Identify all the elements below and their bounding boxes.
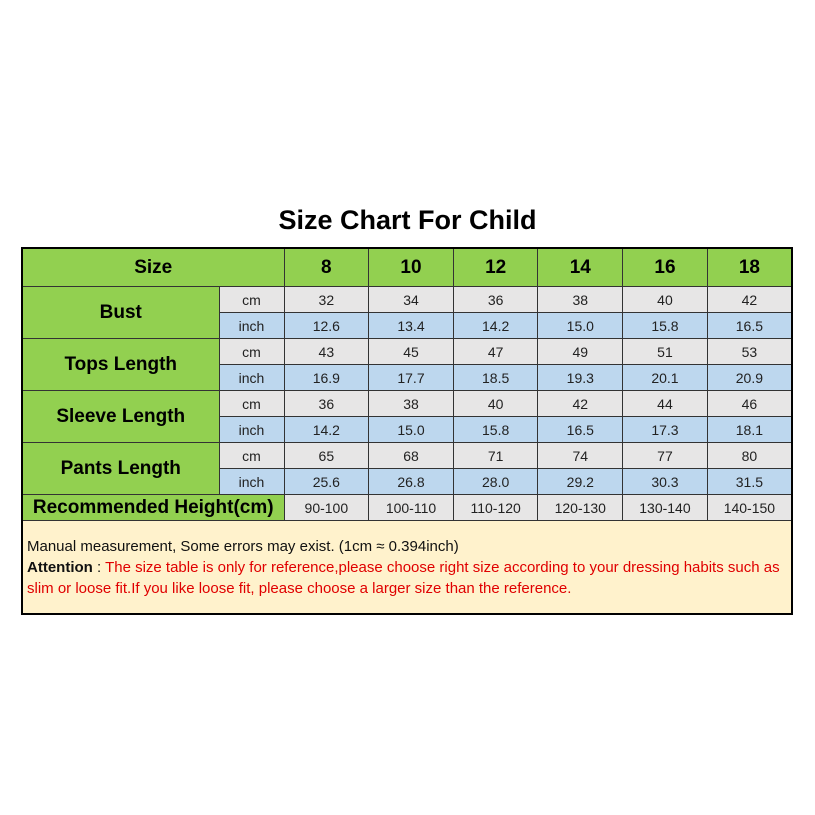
table-cell: 68 [368,442,454,469]
table-cell: 13.4 [368,312,454,339]
table-cell: 140-150 [706,494,793,521]
unit-label: cm [218,390,285,417]
table-cell: 40 [622,286,708,313]
table-cell: 15.8 [452,416,539,443]
unit-label: inch [218,416,285,443]
recommended-height-label: Recommended Height(cm) [21,494,285,521]
size-column-header: 18 [706,247,793,287]
measurement-label: Pants Length [21,442,220,495]
table-cell: 80 [706,442,793,469]
unit-label: inch [218,364,285,391]
size-column-header: 10 [368,247,454,287]
table-cell: 45 [368,338,454,365]
table-cell: 40 [452,390,539,417]
table-cell: 34 [368,286,454,313]
attention-label: Attention [27,558,93,576]
table-cell: 49 [537,338,624,365]
table-cell: 65 [283,442,370,469]
unit-label: cm [218,442,285,469]
table-cell: 14.2 [452,312,539,339]
table-cell: 28.0 [452,468,539,495]
measurement-label: Bust [21,286,220,339]
unit-label: inch [218,468,285,495]
table-row: Tops Length cm 43 45 47 49 51 53 [21,338,793,391]
size-column-header: 16 [622,247,708,287]
table-row: Bust cm 32 34 36 38 40 42 [21,286,793,339]
page-title: Size Chart For Child [278,205,537,235]
table-cell: 42 [706,286,793,313]
table-cell: 18.1 [706,416,793,443]
measurement-note: Manual measurement, Some errors may exis… [27,537,459,555]
table-row: Sleeve Length cm 36 38 40 42 44 46 [21,390,793,443]
measurement-label: Sleeve Length [21,390,220,443]
table-cell: 53 [706,338,793,365]
unit-label: cm [218,286,285,313]
unit-label: cm [218,338,285,365]
table-cell: 130-140 [622,494,708,521]
note-cell: Manual measurement, Some errors may exis… [21,520,793,615]
header-row: Size 8 10 12 14 16 18 [21,247,793,287]
table-cell: 31.5 [706,468,793,495]
table-cell: 18.5 [452,364,539,391]
table-cell: 16.9 [283,364,370,391]
table-cell: 90-100 [283,494,370,521]
table-cell: 14.2 [283,416,370,443]
measurement-label: Tops Length [21,338,220,391]
table-cell: 47 [452,338,539,365]
table-cell: 15.0 [537,312,624,339]
table-cell: 17.3 [622,416,708,443]
table-cell: 51 [622,338,708,365]
table-cell: 30.3 [622,468,708,495]
table-row: inch 12.6 13.4 14.2 15.0 15.8 16.5 [22,312,793,339]
table-cell: 29.2 [537,468,624,495]
table-cell: 71 [452,442,539,469]
table-cell: 42 [537,390,624,417]
table-cell: 74 [537,442,624,469]
table-cell: 25.6 [283,468,370,495]
table-cell: 19.3 [537,364,624,391]
table-cell: 15.0 [368,416,454,443]
table-cell: 15.8 [622,312,708,339]
table-cell: 16.5 [537,416,624,443]
attention-text: The size table is only for reference,ple… [27,558,780,597]
table-cell: 36 [283,390,370,417]
size-header: Size [21,247,285,287]
attention-note: Attention : The size table is only for r… [27,557,787,599]
table-cell: 77 [622,442,708,469]
table-row: Pants Length cm 65 68 71 74 77 80 [21,442,793,495]
table-cell: 36 [452,286,539,313]
attention-separator: : [92,558,106,576]
table-cell: 100-110 [368,494,454,521]
table-cell: 17.7 [368,364,454,391]
size-column-header: 8 [283,247,370,287]
table-row: inch 16.9 17.7 18.5 19.3 20.1 20.9 [22,364,793,391]
table-cell: 20.1 [622,364,708,391]
table-row: inch 14.2 15.0 15.8 16.5 17.3 18.1 [22,416,793,443]
table-cell: 26.8 [368,468,454,495]
unit-label: inch [218,312,285,339]
recommended-height-row: Recommended Height(cm) 90-100 100-110 110-1… [21,494,793,521]
size-chart-table: Size 8 10 12 14 16 18 Bust cm 32 34 36 38 40 42 inch 12.… [21,247,793,615]
table-cell: 110-120 [452,494,539,521]
size-column-header: 14 [537,247,624,287]
table-cell: 38 [368,390,454,417]
table-cell: 12.6 [283,312,370,339]
table-cell: 43 [283,338,370,365]
table-cell: 44 [622,390,708,417]
table-cell: 120-130 [537,494,624,521]
note-row: Manual measurement, Some errors may exis… [21,520,793,615]
table-cell: 32 [283,286,370,313]
table-cell: 38 [537,286,624,313]
table-cell: 16.5 [706,312,793,339]
table-row: inch 25.6 26.8 28.0 29.2 30.3 31.5 [22,468,793,495]
table-cell: 46 [706,390,793,417]
table-cell: 20.9 [706,364,793,391]
size-column-header: 12 [452,247,539,287]
